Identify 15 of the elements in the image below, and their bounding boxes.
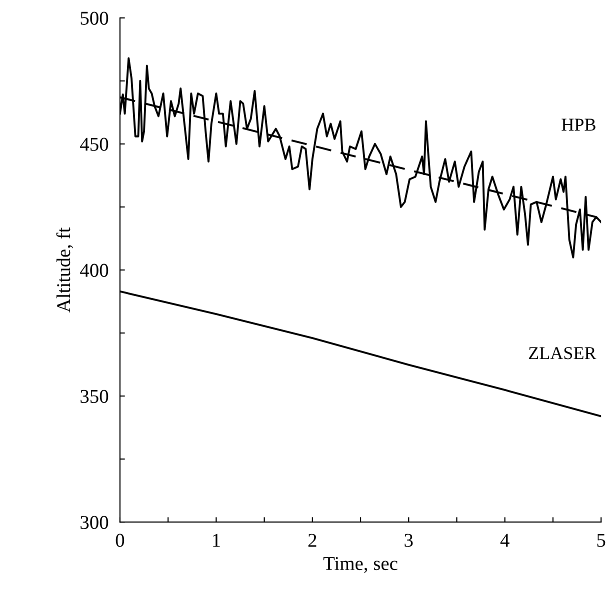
x-tick-label: 5 [597,534,606,547]
series-label: ZLASER [528,347,596,360]
x-tick-label: 4 [500,534,510,547]
text: HPB [562,118,596,131]
y-tick-label: 350 [80,390,108,403]
y-axis-title: Altitude, ft [56,227,73,312]
x-tick-label: 2 [308,534,316,547]
y-tick-label: 500 [80,12,108,25]
y-tick-label: 400 [80,264,108,277]
x-tick-label: 1 [213,534,220,547]
x-tick-label: 0 [116,534,124,547]
x-tick-label: 3 [404,534,413,547]
x-axis-title: Time, sec [323,557,398,573]
y-tick-label: 450 [80,138,108,151]
y-tick-label: 300 [80,516,108,530]
